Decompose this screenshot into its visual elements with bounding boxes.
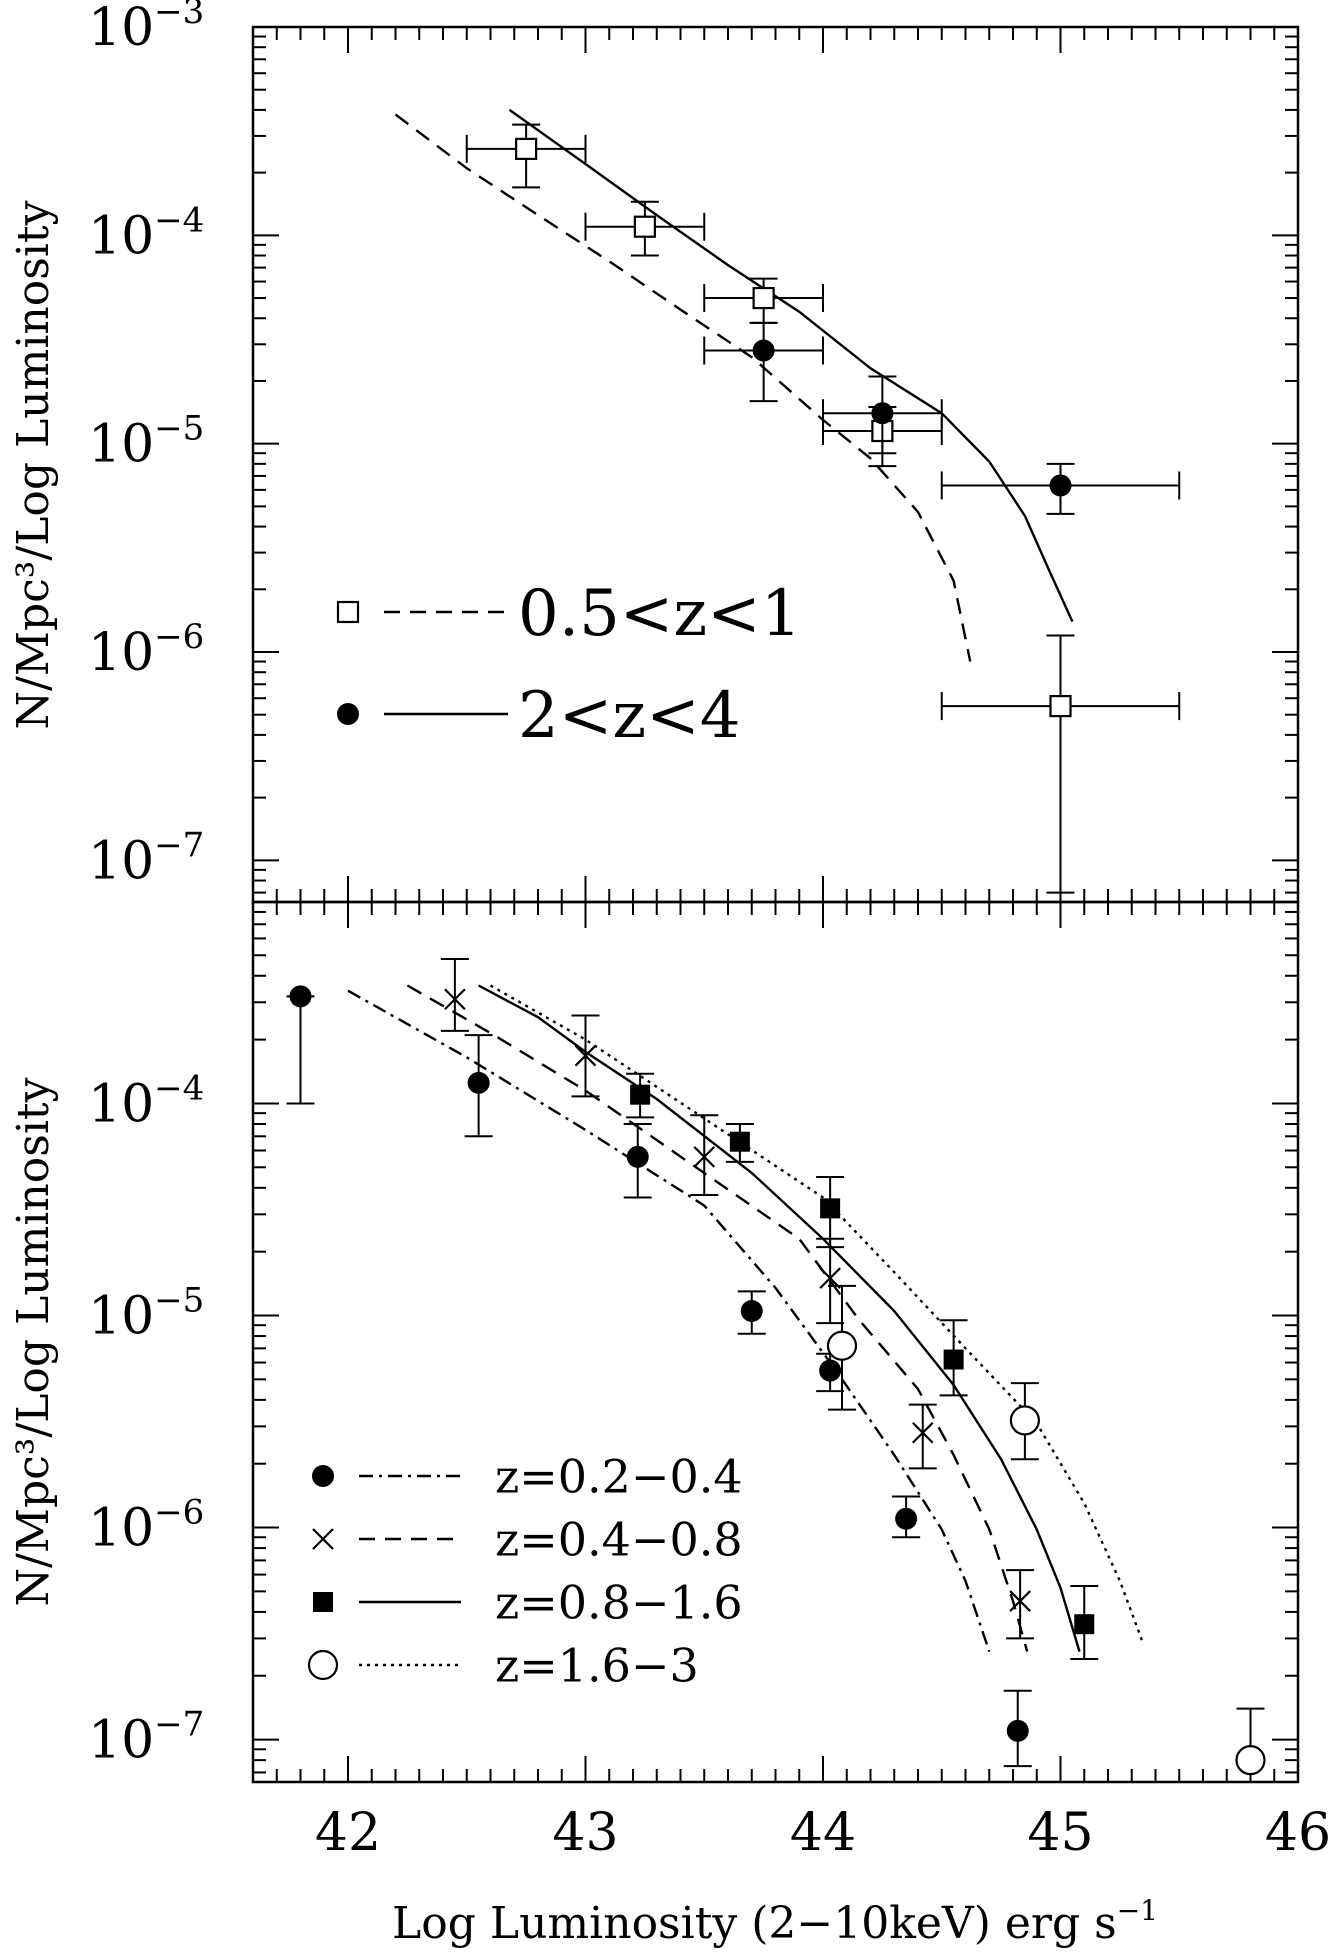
top-point-1-1 xyxy=(871,402,894,425)
bottom-legend-marker-2 xyxy=(313,1592,333,1612)
bottom-model-curve-0 xyxy=(347,989,991,1652)
bottom-y-tick-label: 10−6 xyxy=(88,1493,204,1559)
bottom-model-curve-3 xyxy=(489,984,1145,1646)
bottom-legend-marker-0 xyxy=(312,1465,334,1487)
bottom-point-3-1 xyxy=(1009,1405,1040,1436)
bottom-point-1-1-b xyxy=(574,1044,597,1067)
x-tick-label: 42 xyxy=(315,1803,381,1863)
bottom-point-1-2 xyxy=(693,1146,716,1168)
bottom-point-0-5 xyxy=(895,1507,918,1530)
bottom-point-1-0-b xyxy=(444,988,466,1011)
bottom-panel: 10−4 10−5 10−6 10−7 42 43 44 45 46 z=0.2−0.4 z=0.4… xyxy=(88,900,1331,1863)
bottom-point-1-4 xyxy=(911,1421,934,1444)
bottom-legend-label-1: z=0.4−0.8 xyxy=(495,1513,743,1567)
top-legend-marker-1 xyxy=(337,703,359,725)
bottom-point-0-4 xyxy=(819,1359,842,1382)
bottom-legend-label-0: z=0.2−0.4 xyxy=(495,1450,743,1504)
top-point-0-4 xyxy=(1049,694,1072,718)
bottom-point-3-0 xyxy=(826,1330,858,1361)
top-legend-marker-0 xyxy=(336,600,360,624)
top-model-curve-0 xyxy=(394,113,972,662)
x-tick-label: 44 xyxy=(790,1803,856,1863)
bottom-point-0-2 xyxy=(626,1145,649,1168)
top-legend-label-0: 0.5<z<1 xyxy=(518,577,801,651)
top-y-tick-label: 10−7 xyxy=(88,825,204,891)
bottom-point-1-5 xyxy=(1009,1590,1031,1612)
bottom-point-2-3 xyxy=(943,1349,964,1370)
bottom-y-tick-label: 10−7 xyxy=(88,1705,204,1771)
bottom-point-2-0 xyxy=(630,1084,651,1105)
bottom-legend-label-3: z=1.6−3 xyxy=(495,1639,699,1693)
top-model-curve-1 xyxy=(508,108,1074,623)
top-y-tick-label: 10−6 xyxy=(88,617,204,683)
bottom-point-0-1 xyxy=(467,1071,490,1094)
bottom-point-1-5-b xyxy=(1009,1590,1031,1612)
x-tick-label: 45 xyxy=(1027,1803,1093,1863)
bottom-point-1-0 xyxy=(444,988,466,1011)
bottom-legend-label-2: z=0.8−1.6 xyxy=(495,1576,743,1630)
bottom-frame xyxy=(251,900,1300,1784)
x-tick-label: 43 xyxy=(552,1803,618,1863)
top-frame xyxy=(251,25,1300,904)
bottom-point-1-2-b xyxy=(693,1146,716,1168)
bottom-point-0-3 xyxy=(740,1300,763,1323)
top-point-0-2 xyxy=(752,286,775,310)
bottom-point-1-4-b xyxy=(911,1421,934,1444)
top-point-1-2 xyxy=(1049,474,1072,497)
bottom-point-1-3-b xyxy=(819,1267,841,1289)
top-point-1-0 xyxy=(752,339,775,362)
x-axis-label: Log Luminosity (2−10keV) erg s−1 xyxy=(392,1894,1158,1949)
bottom-point-2-2 xyxy=(820,1198,841,1219)
bottom-point-0-0 xyxy=(289,985,312,1008)
bottom-y-tick-label: 10−5 xyxy=(88,1280,204,1346)
y-axis-label-bottom: N/Mpc³/Log Luminosity xyxy=(8,1077,59,1606)
top-point-0-1 xyxy=(633,215,656,238)
bottom-legend: z=0.2−0.4 z=0.4−0.8 z=0.8−1.6 z=1.6−3 xyxy=(307,1450,743,1693)
top-y-tick-label: 10−3 xyxy=(88,0,204,58)
top-y-tick-label: 10−4 xyxy=(88,200,204,266)
bottom-point-1-1 xyxy=(574,1044,597,1067)
bottom-model-curve-1 xyxy=(406,984,1029,1652)
bottom-point-0-6 xyxy=(1006,1719,1029,1742)
top-y-tick-label: 10−5 xyxy=(88,409,204,475)
top-legend-label-1: 2<z<4 xyxy=(518,679,740,753)
top-legend: 0.5<z<1 2<z<4 xyxy=(336,577,801,753)
bottom-y-tick-label: 10−4 xyxy=(88,1068,204,1134)
bottom-model-curve-2 xyxy=(478,984,1081,1652)
bottom-point-1-3 xyxy=(819,1267,841,1289)
axis-labels: N/Mpc³/Log Luminosity N/Mpc³/Log Luminosi… xyxy=(8,200,1158,1949)
bottom-point-3-2 xyxy=(1235,1745,1266,1776)
bottom-point-2-4 xyxy=(1074,1614,1095,1635)
top-panel: 10−3 10−4 10−5 10−6 10−7 0.5<z<1 2<z<4 xyxy=(88,0,1300,904)
x-tick-label: 46 xyxy=(1265,1803,1331,1863)
bottom-point-2-1 xyxy=(729,1131,750,1152)
y-axis-label-top: N/Mpc³/Log Luminosity xyxy=(8,200,59,729)
bottom-legend-marker-1-b xyxy=(312,1528,334,1550)
bottom-legend-marker-1 xyxy=(312,1528,334,1550)
top-point-0-0 xyxy=(515,137,538,160)
bottom-legend-marker-3 xyxy=(307,1649,339,1681)
